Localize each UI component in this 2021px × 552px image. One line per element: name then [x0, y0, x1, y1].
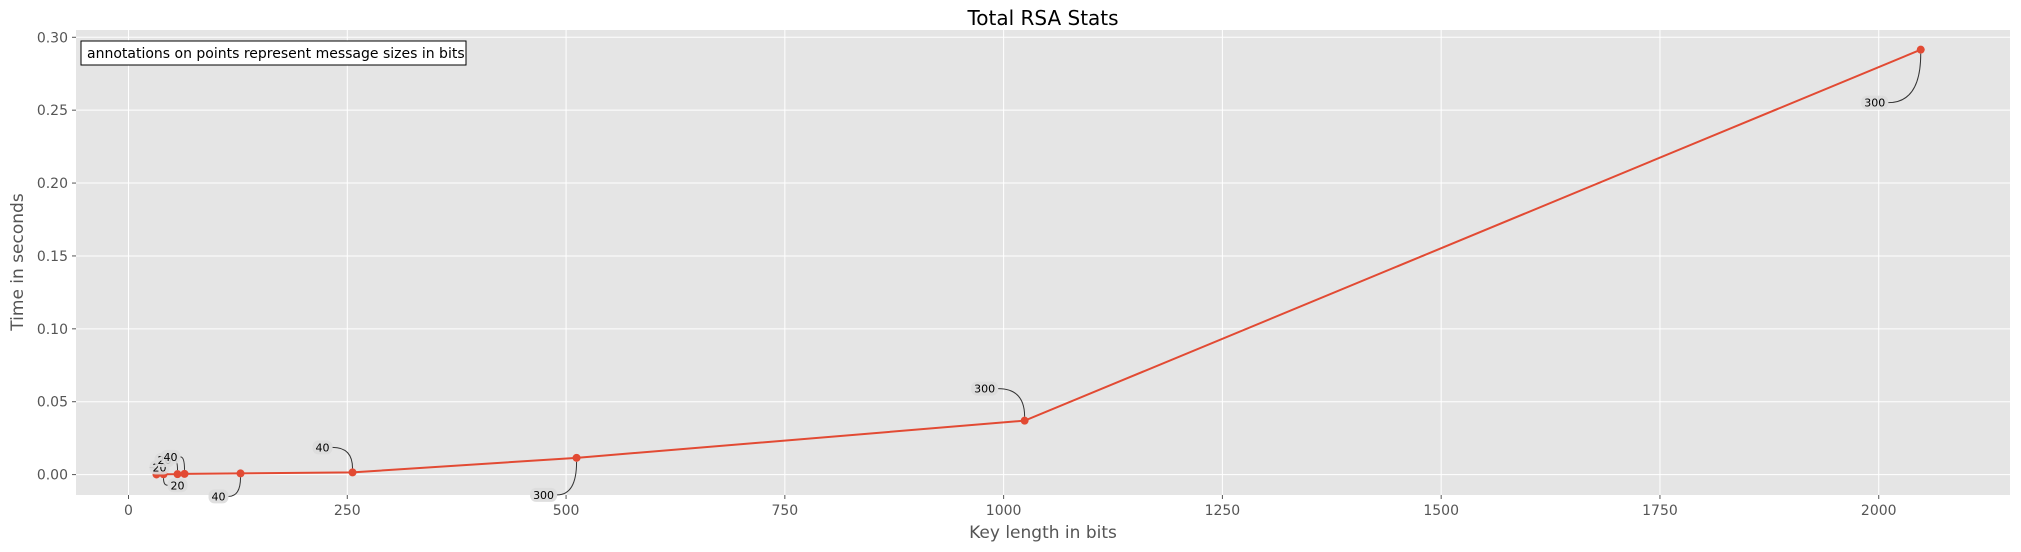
- annotation-arrow: [163, 478, 168, 486]
- annotation-arrow: [1888, 53, 1922, 104]
- annotation-label-box: [971, 381, 999, 396]
- x-tick-label: 1000: [986, 503, 1022, 519]
- x-tick-label: 2000: [1861, 503, 1897, 519]
- annotation-arrow: [228, 477, 242, 497]
- annotation-label-box: [312, 440, 333, 455]
- annotation-label-box: [1861, 95, 1889, 110]
- y-tick-label: 0.15: [37, 249, 68, 265]
- y-tick-label: 0.25: [37, 103, 68, 119]
- y-tick-label: 0.05: [37, 395, 68, 411]
- x-tick-label: 1250: [1205, 503, 1241, 519]
- data-point: [236, 469, 245, 478]
- annotation-label: 40: [164, 451, 178, 464]
- annotation-label: 40: [316, 441, 330, 454]
- data-point: [173, 470, 182, 479]
- annotation-label: 20: [171, 479, 185, 492]
- data-point: [180, 469, 189, 478]
- data-point: [1916, 45, 1925, 54]
- data-point: [1020, 416, 1029, 425]
- grid: [76, 30, 2010, 495]
- annotation-label: 40: [212, 490, 226, 503]
- x-tick-label: 1750: [1642, 503, 1678, 519]
- x-tick-label: 500: [553, 503, 580, 519]
- annotation-label-box: [208, 489, 229, 504]
- y-tick-label: 0.10: [37, 322, 68, 338]
- annotation-arrow: [557, 461, 578, 496]
- y-tick-label: 0.00: [37, 468, 68, 484]
- annotation-label-box: [167, 478, 188, 493]
- chart-title: Total RSA Stats: [966, 6, 1118, 30]
- note-text: annotations on points represent message …: [87, 46, 465, 62]
- y-axis-ticks: 0.00 0.05 0.10 0.15 0.20 0.25 0.30: [37, 30, 76, 484]
- x-axis-label: Key length in bits: [969, 523, 1117, 543]
- annotation-arrow: [180, 456, 186, 470]
- x-tick-label: 0: [124, 503, 133, 519]
- y-tick-label: 0.20: [37, 176, 68, 192]
- data-point: [572, 453, 581, 462]
- note-box-frame: [80, 40, 467, 66]
- x-tick-label: 1500: [1423, 503, 1459, 519]
- annotation-label-box: [160, 449, 181, 464]
- annotation-label: 300: [974, 383, 995, 396]
- x-tick-label: 250: [334, 503, 361, 519]
- point-annotations: 202020404040300300300: [149, 53, 1922, 504]
- note-box: annotations on points represent message …: [80, 40, 467, 66]
- y-axis-label: Time in seconds: [8, 193, 28, 332]
- annotation-label-box: [530, 487, 558, 502]
- annotation-label: 300: [1864, 97, 1885, 110]
- x-axis-ticks: 0 250 500 750 1000 1250 1500 1750 2000: [124, 495, 1897, 519]
- plot-background: [76, 30, 2010, 495]
- annotation-arrow: [998, 388, 1026, 417]
- y-tick-label: 0.30: [37, 30, 68, 46]
- annotation-arrow: [332, 446, 354, 469]
- x-tick-label: 750: [771, 503, 798, 519]
- annotation-label: 300: [533, 489, 554, 502]
- data-point: [348, 468, 357, 477]
